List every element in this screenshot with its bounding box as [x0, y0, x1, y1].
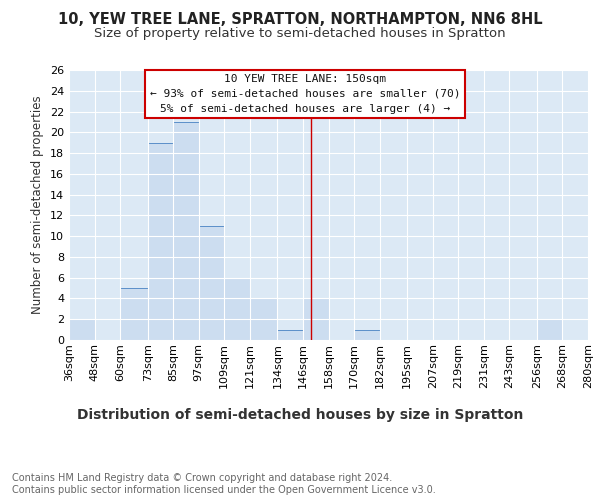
Bar — [277, 330, 303, 340]
Bar — [303, 298, 329, 340]
Bar — [250, 298, 277, 340]
Bar — [120, 288, 148, 340]
Bar — [224, 278, 250, 340]
Bar — [354, 330, 380, 340]
Text: 10, YEW TREE LANE, SPRATTON, NORTHAMPTON, NN6 8HL: 10, YEW TREE LANE, SPRATTON, NORTHAMPTON… — [58, 12, 542, 28]
Y-axis label: Number of semi-detached properties: Number of semi-detached properties — [31, 96, 44, 314]
Text: Size of property relative to semi-detached houses in Spratton: Size of property relative to semi-detach… — [94, 28, 506, 40]
Text: Contains HM Land Registry data © Crown copyright and database right 2024.
Contai: Contains HM Land Registry data © Crown c… — [12, 474, 436, 495]
Bar — [148, 142, 173, 340]
Text: Distribution of semi-detached houses by size in Spratton: Distribution of semi-detached houses by … — [77, 408, 523, 422]
Bar — [69, 319, 95, 340]
Bar — [537, 319, 562, 340]
Text: 10 YEW TREE LANE: 150sqm
← 93% of semi-detached houses are smaller (70)
5% of se: 10 YEW TREE LANE: 150sqm ← 93% of semi-d… — [150, 74, 460, 114]
Bar — [199, 226, 224, 340]
Bar — [173, 122, 199, 340]
